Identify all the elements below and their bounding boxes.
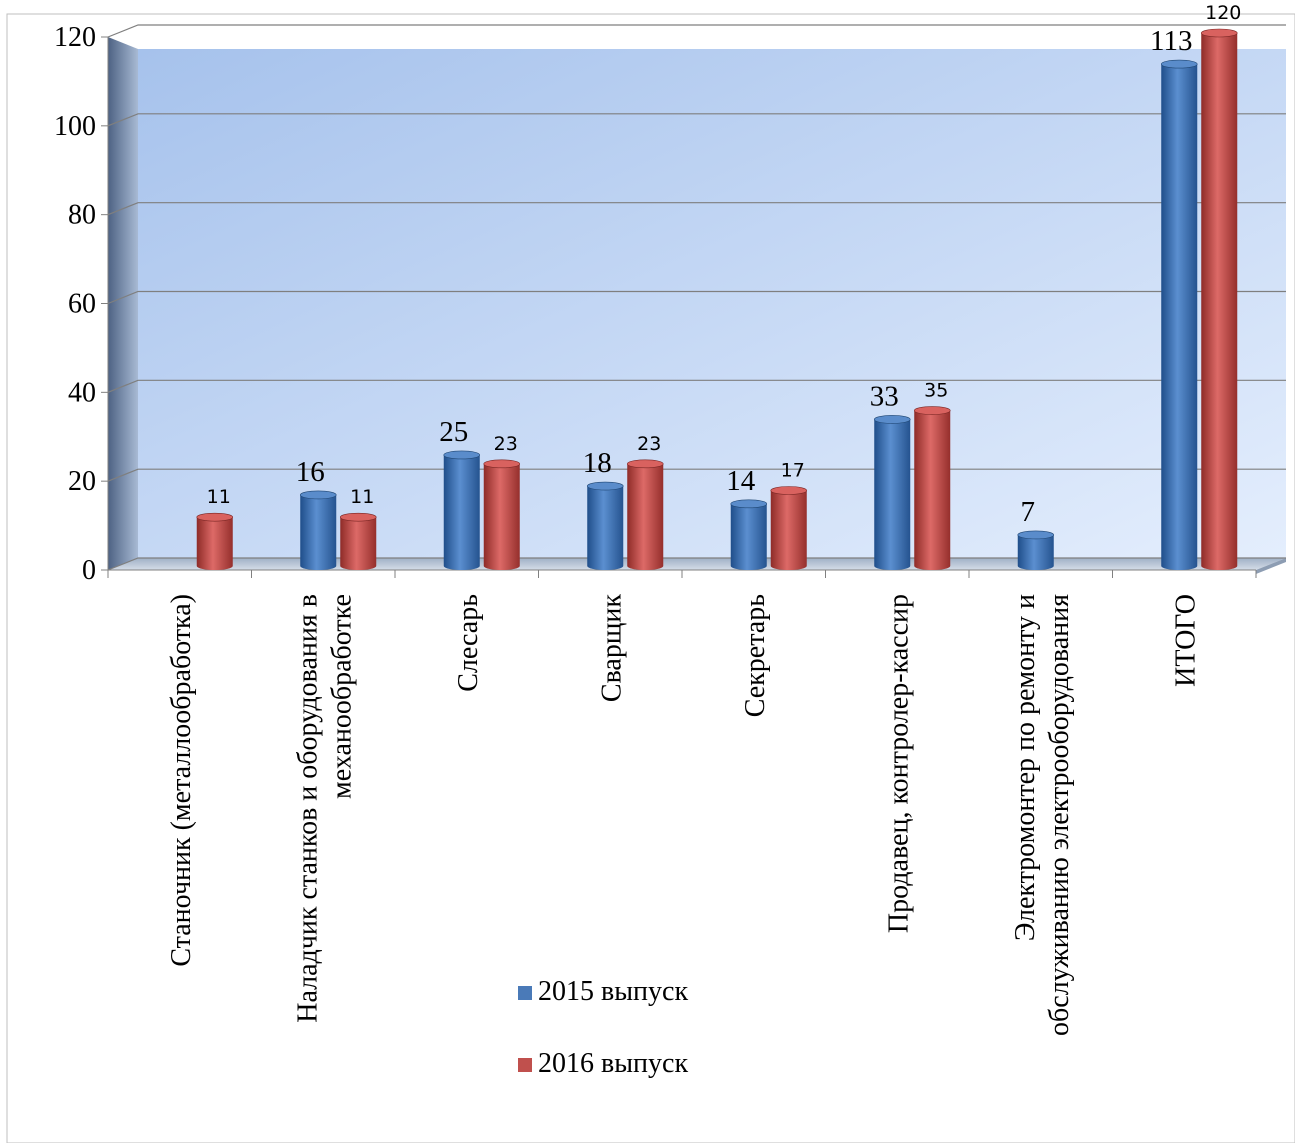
bar-body [300, 494, 337, 570]
category-label: ИТОГО [1170, 594, 1201, 687]
bar [730, 499, 768, 570]
data-label: 25 [439, 416, 468, 448]
bar-cap [730, 499, 768, 509]
category-label: Электромонтер по ремонту и обслуживанию э… [1010, 594, 1075, 1036]
bar-body [874, 419, 911, 570]
category-label: Секретарь [740, 594, 771, 717]
bar-cap [443, 450, 481, 460]
y-tick-label: 80 [68, 200, 96, 231]
data-label: 113 [1150, 25, 1192, 57]
bar-body [196, 517, 233, 570]
bar-cap [1160, 59, 1198, 69]
category-label-line: Станочник (металлообработка) [166, 594, 197, 967]
bar-body [1201, 33, 1238, 570]
category-label-line: Продавец, контролер-кассир [883, 594, 914, 933]
data-label: 7 [1021, 496, 1036, 528]
legend-item: 2016 выпуск [518, 1048, 688, 1079]
y-tick-label: 0 [82, 555, 96, 586]
bar-body [483, 463, 520, 570]
bar [196, 512, 234, 570]
data-label: 18 [583, 447, 612, 479]
bar-body [627, 463, 664, 570]
bar-cap [339, 512, 377, 522]
legend-item: 2015 выпуск [518, 976, 688, 1007]
data-label: 35 [924, 380, 948, 402]
legend-swatch [518, 1058, 532, 1072]
y-tick-label: 100 [54, 111, 96, 142]
legend-swatch [518, 986, 532, 1000]
category-label-line: обслуживанию электрооборудования [1044, 594, 1075, 1036]
bar-cap [196, 512, 234, 522]
bar-body [770, 490, 807, 570]
bar [1160, 59, 1198, 570]
bar-cap [586, 481, 624, 491]
gridline [107, 290, 1286, 305]
gridline [107, 202, 1286, 216]
floor-top [108, 558, 1286, 570]
data-label: 17 [781, 459, 805, 481]
bar-body [730, 503, 767, 570]
gridline [107, 113, 1286, 127]
data-label: 16 [296, 456, 325, 488]
category-label-line: ИТОГО [1170, 594, 1201, 687]
bar-cap [913, 406, 951, 415]
category-label-line: Сварщик [596, 594, 627, 703]
bar [1017, 530, 1055, 570]
bar-cap [483, 459, 521, 469]
bar-cap [1017, 530, 1055, 540]
bar-body [914, 410, 951, 570]
bar [873, 415, 911, 570]
category-label-line: механообработке [326, 594, 357, 799]
bar-cap [873, 415, 911, 424]
data-label: 33 [870, 380, 899, 412]
legend-label: 2015 выпуск [538, 976, 688, 1007]
bar-body [340, 517, 377, 570]
y-tick-label: 40 [68, 377, 96, 408]
bar-body [1161, 64, 1198, 570]
category-label: Наладчик станков и оборудования в механоо… [292, 594, 357, 1023]
category-label: Станочник (металлообработка) [166, 594, 197, 967]
y-tick-label: 20 [68, 466, 96, 497]
back-wall [138, 49, 1286, 558]
bar [483, 459, 521, 570]
bar [770, 486, 808, 570]
bar [443, 450, 481, 570]
data-label: 11 [207, 486, 231, 508]
data-label: 11 [350, 486, 374, 508]
bar [1200, 28, 1238, 570]
y-tick-label: 120 [54, 22, 96, 53]
legend-label: 2016 выпуск [538, 1048, 688, 1079]
bar-cap [1200, 28, 1238, 38]
bar-cap [299, 490, 337, 500]
y-tick-label: 60 [68, 289, 96, 320]
category-label: Сварщик [596, 594, 627, 703]
category-label-line: Электромонтер по ремонту и [1010, 594, 1041, 941]
data-label: 23 [637, 433, 661, 455]
category-label-line: Слесарь [453, 594, 484, 692]
floor-side [1256, 558, 1286, 574]
category-label-line: Секретарь [740, 594, 771, 717]
data-label: 120 [1205, 2, 1241, 24]
chart-frame [6, 13, 1295, 1143]
category-label: Продавец, контролер-кассир [883, 594, 914, 933]
bar-cap [770, 486, 808, 495]
bar [299, 490, 337, 570]
bar-body [443, 454, 480, 570]
category-label-line: Наладчик станков и оборудования в [292, 594, 323, 1023]
bar [913, 406, 951, 570]
bar [339, 512, 377, 570]
side-wall [108, 37, 138, 570]
bar-body [587, 486, 624, 570]
bar [626, 459, 664, 570]
bar [586, 481, 624, 570]
gridline [107, 379, 1286, 393]
category-label: Слесарь [453, 594, 484, 692]
data-label: 23 [494, 433, 518, 455]
bar-cap [626, 459, 664, 469]
bar-body [1017, 534, 1054, 570]
data-label: 14 [726, 465, 756, 497]
gridline [107, 24, 1286, 38]
